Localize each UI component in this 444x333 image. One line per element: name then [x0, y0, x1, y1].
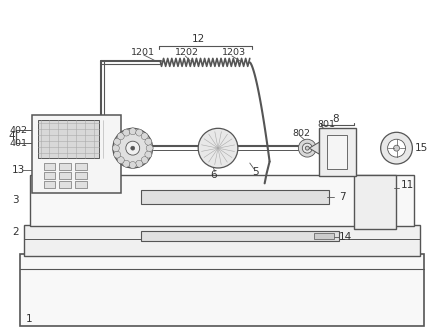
- Circle shape: [136, 129, 143, 136]
- Circle shape: [302, 143, 312, 153]
- Text: 4: 4: [9, 131, 16, 141]
- Circle shape: [123, 129, 130, 136]
- Text: 1203: 1203: [222, 49, 246, 58]
- Circle shape: [145, 151, 152, 158]
- Text: 402: 402: [10, 126, 28, 135]
- Circle shape: [141, 133, 148, 140]
- Circle shape: [198, 128, 238, 168]
- Circle shape: [117, 157, 124, 164]
- Circle shape: [141, 157, 148, 164]
- Circle shape: [388, 139, 405, 157]
- Text: 801: 801: [317, 120, 335, 129]
- Bar: [59, 172, 71, 179]
- Bar: [354, 175, 396, 229]
- Circle shape: [129, 162, 136, 168]
- Circle shape: [129, 128, 136, 135]
- Circle shape: [305, 146, 309, 150]
- Text: 8: 8: [332, 115, 339, 125]
- Bar: [75, 172, 87, 179]
- Circle shape: [393, 145, 400, 151]
- Bar: [75, 181, 87, 188]
- Text: 2: 2: [12, 227, 18, 237]
- Bar: [44, 181, 56, 188]
- Circle shape: [126, 141, 140, 155]
- Circle shape: [136, 160, 143, 167]
- Text: 15: 15: [414, 143, 428, 153]
- Text: 3: 3: [12, 195, 18, 205]
- Text: 1201: 1201: [131, 49, 155, 58]
- Bar: [44, 163, 56, 170]
- Circle shape: [146, 145, 153, 152]
- Bar: [75, 163, 87, 170]
- Bar: [20, 254, 424, 326]
- Circle shape: [131, 146, 135, 150]
- Circle shape: [112, 145, 119, 152]
- Text: 1202: 1202: [175, 49, 199, 58]
- Polygon shape: [309, 142, 319, 154]
- Bar: [30, 175, 414, 226]
- Circle shape: [381, 132, 412, 164]
- Bar: [141, 231, 339, 241]
- Circle shape: [113, 128, 153, 168]
- Text: 1: 1: [26, 314, 32, 324]
- Text: 802: 802: [293, 129, 310, 138]
- Circle shape: [114, 151, 121, 158]
- Bar: [44, 172, 56, 179]
- Circle shape: [123, 160, 130, 167]
- Bar: [319, 128, 356, 176]
- Text: 14: 14: [339, 232, 352, 242]
- Text: 7: 7: [339, 192, 345, 202]
- Bar: [24, 224, 420, 256]
- Circle shape: [117, 133, 124, 140]
- Bar: [327, 135, 347, 169]
- Circle shape: [114, 138, 121, 145]
- Text: 401: 401: [10, 139, 28, 148]
- Text: 13: 13: [12, 165, 25, 175]
- Text: 11: 11: [400, 180, 414, 190]
- Bar: [59, 163, 71, 170]
- Bar: [32, 116, 121, 193]
- Circle shape: [298, 139, 316, 157]
- Text: 5: 5: [252, 167, 258, 177]
- Circle shape: [145, 138, 152, 145]
- Bar: [59, 181, 71, 188]
- Bar: [38, 121, 99, 158]
- Bar: [141, 190, 329, 204]
- Text: 12: 12: [191, 34, 205, 44]
- Text: 6: 6: [210, 170, 217, 180]
- Bar: [314, 233, 334, 239]
